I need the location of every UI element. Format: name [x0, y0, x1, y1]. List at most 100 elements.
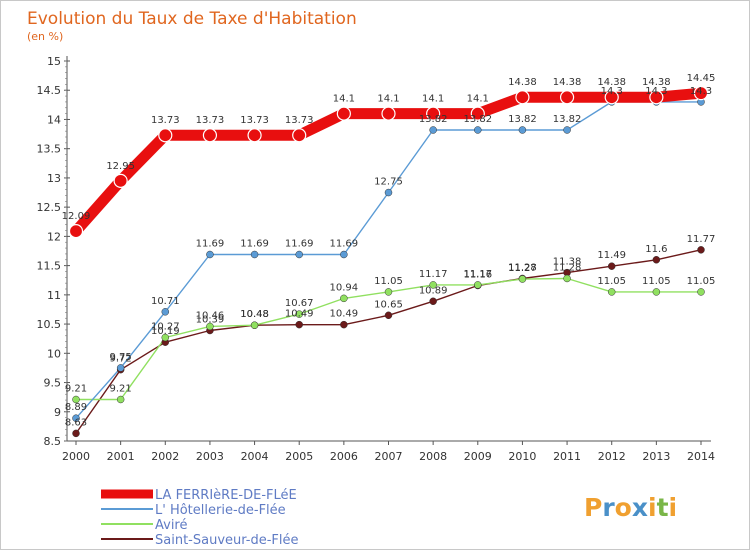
data-point: [292, 128, 307, 143]
data-label: 13.73: [151, 115, 180, 126]
data-point: [247, 128, 262, 143]
brand-letter: i: [669, 493, 678, 522]
data-label: 11.69: [285, 239, 314, 250]
data-point: [68, 224, 84, 239]
data-point: [607, 262, 616, 270]
data-point: [649, 90, 664, 105]
data-point: [72, 414, 80, 422]
data-label: 10.19: [151, 326, 180, 337]
data-label: 14.1: [333, 94, 355, 105]
data-label: 12.09: [62, 211, 91, 222]
brand-letter: o: [615, 493, 632, 522]
data-point: [693, 86, 709, 101]
data-label: 11.77: [687, 234, 716, 245]
data-label: 10.48: [240, 309, 269, 320]
data-label: 11.05: [374, 276, 403, 287]
data-point: [697, 288, 705, 296]
y-tick-label: 11.5: [37, 260, 62, 273]
data-label: 14.3: [601, 86, 623, 97]
data-label: 9.21: [110, 383, 132, 394]
data-label: 10.89: [419, 285, 448, 296]
x-tick-label: 2003: [196, 450, 224, 463]
x-tick-label: 2010: [508, 450, 536, 463]
data-point: [340, 250, 348, 259]
data-point: [381, 106, 396, 121]
data-point: [295, 320, 303, 329]
y-tick-label: 10: [47, 347, 61, 360]
x-tick-label: 2005: [285, 450, 313, 463]
legend-label: Aviré: [155, 518, 188, 533]
data-label: 10.71: [151, 296, 180, 307]
data-label: 12.95: [106, 161, 135, 172]
data-point: [518, 275, 527, 283]
data-label: 11.17: [463, 269, 492, 280]
data-point: [116, 395, 125, 404]
data-label: 11.28: [553, 262, 582, 273]
data-point: [384, 188, 393, 197]
data-label: 14.45: [687, 73, 716, 84]
data-point: [116, 364, 125, 372]
data-label: 10.65: [374, 299, 403, 310]
y-tick-label: 12.5: [37, 201, 62, 214]
x-tick-label: 2000: [62, 450, 90, 463]
data-labels: 8.63 9.72 10.19 10.39 10.48 10.49 10.49 10.65 10…: [62, 73, 716, 428]
data-point: [340, 320, 348, 329]
data-label: 11.69: [196, 239, 225, 250]
data-point: [429, 281, 437, 289]
data-point: [652, 256, 661, 264]
data-point: [470, 106, 485, 121]
brand-letter: x: [632, 493, 648, 522]
data-label: 10.46: [196, 310, 225, 321]
data-label: 11.6: [645, 244, 667, 255]
axes: 8.5 9 9.5 10 10.5 11 11.5 12 12.5 13 13.5 14 14.5 15 2…: [37, 55, 716, 463]
y-tick-label: 8.5: [44, 435, 62, 448]
chart-subtitle: (en %): [27, 30, 63, 43]
x-tick-label: 2004: [241, 450, 269, 463]
data-label: 14.1: [377, 94, 399, 105]
data-label: 11.05: [597, 276, 626, 287]
legend-label: L' Hôtellerie-de-Flée: [155, 503, 286, 518]
data-label: 11.69: [240, 239, 269, 250]
data-label: 11.49: [597, 250, 626, 261]
x-tick-label: 2012: [598, 450, 626, 463]
y-tick-label: 11: [47, 289, 61, 302]
x-tick-label: 2011: [553, 450, 581, 463]
data-label: 14.3: [690, 86, 712, 97]
data-label: 9.72: [110, 354, 132, 365]
data-point: [158, 128, 173, 143]
data-point: [652, 288, 661, 296]
data-label: 14.38: [642, 77, 671, 88]
brand-letter: P: [584, 493, 602, 522]
y-tick-label: 9.5: [44, 377, 62, 390]
data-point: [515, 90, 530, 105]
data-label: 9.21: [65, 383, 87, 394]
data-label: 11.05: [642, 276, 671, 287]
data-label: 13.82: [553, 114, 582, 125]
y-tick-label: 15: [47, 55, 61, 68]
data-point: [559, 90, 575, 105]
data-label: 10.39: [196, 315, 225, 326]
data-point: [295, 250, 303, 259]
data-label: 8.63: [65, 417, 87, 428]
data-label: 10.49: [285, 309, 314, 320]
data-point: [563, 274, 571, 283]
y-tick-label: 10.5: [37, 318, 62, 331]
data-point: [563, 126, 571, 134]
brand-logo: Proxiti: [584, 493, 677, 522]
data-label: 13.73: [285, 115, 314, 126]
data-label: 9.75: [110, 352, 132, 363]
y-tick-label: 14: [47, 113, 61, 126]
data-label: 11.05: [687, 276, 716, 287]
data-point: [250, 250, 259, 259]
data-label: 14.1: [467, 94, 489, 105]
x-tick-label: 2013: [642, 450, 670, 463]
data-label: 14.38: [508, 77, 537, 88]
data-point: [340, 294, 348, 303]
data-point: [474, 281, 482, 289]
data-point: [161, 308, 170, 316]
data-point: [72, 429, 80, 438]
data-label: 14.38: [597, 77, 626, 88]
legend-label: LA FERRIèRE-DE-FLéE: [155, 488, 297, 503]
data-label: 10.48: [240, 309, 269, 320]
x-tick-label: 2001: [107, 450, 135, 463]
